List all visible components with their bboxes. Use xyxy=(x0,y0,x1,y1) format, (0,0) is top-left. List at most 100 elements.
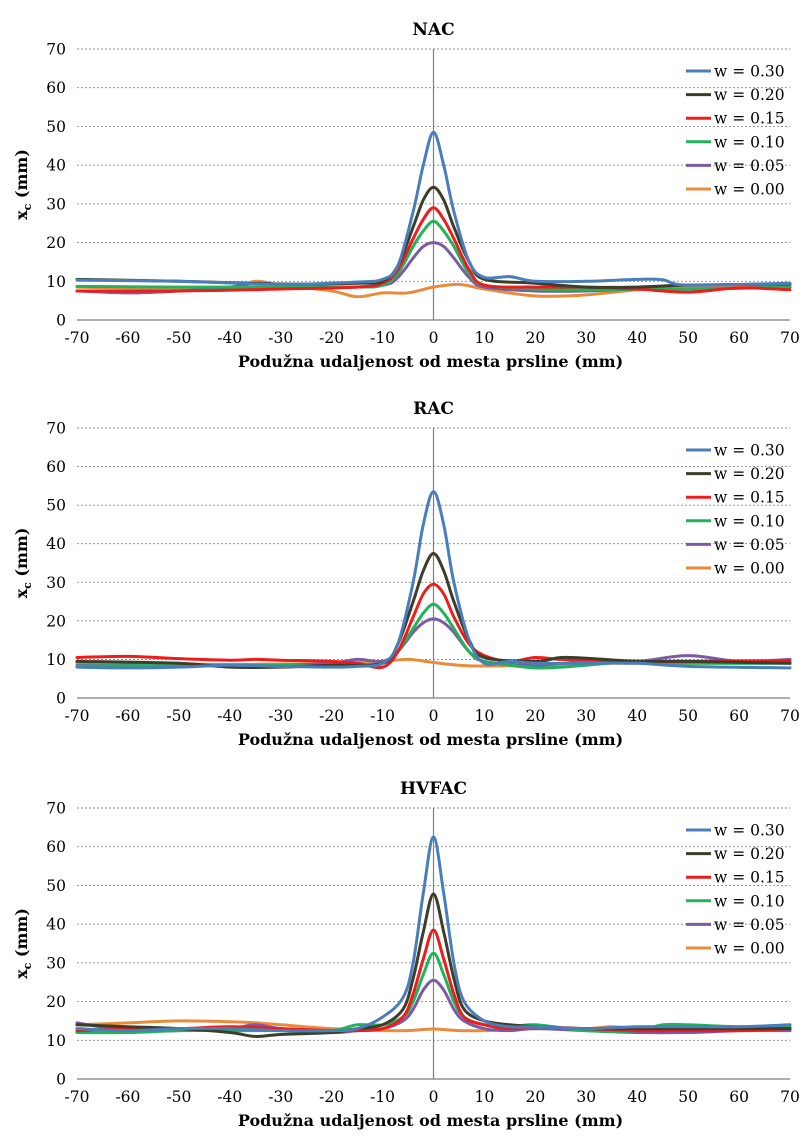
legend-label: w = 0.05 xyxy=(714,157,785,175)
chart-title: HVFAC xyxy=(400,779,467,799)
x-tick-label: 70 xyxy=(780,1088,800,1106)
legend-label: w = 0.10 xyxy=(714,512,785,530)
y-tick-label: 60 xyxy=(46,838,66,856)
x-tick-label: 30 xyxy=(576,707,596,725)
y-tick-label: 10 xyxy=(46,1032,66,1050)
legend-label: w = 0.20 xyxy=(714,86,785,104)
x-tick-label: 60 xyxy=(729,707,749,725)
y-tick-label: 10 xyxy=(46,273,66,291)
series-line-015 xyxy=(75,582,792,670)
x-tick-label: -70 xyxy=(65,1088,90,1106)
y-tick-label: 60 xyxy=(46,79,66,97)
x-tick-label: -60 xyxy=(115,707,140,725)
legend-label: w = 0.20 xyxy=(714,845,785,863)
x-tick-label: 70 xyxy=(780,329,800,347)
x-tick-label: -20 xyxy=(319,1088,344,1106)
y-tick-label: 30 xyxy=(46,195,66,213)
y-tick-label: 20 xyxy=(46,612,66,630)
x-axis-label: Podužna udaljenost od mesta prsline (mm) xyxy=(238,352,623,371)
series-line-030 xyxy=(75,130,792,287)
x-tick-label: -60 xyxy=(115,1088,140,1106)
x-tick-label: -60 xyxy=(115,329,140,347)
y-tick-label: 10 xyxy=(46,651,66,669)
chart-panel-nac: NAC 0 10 20 30 40 50 60 70 -70 -60 -50 -40 -30 -20 -10 0… xyxy=(12,20,800,371)
chart-title: RAC xyxy=(413,399,454,419)
legend-label: w = 0.00 xyxy=(714,181,785,199)
y-tick-label: 60 xyxy=(46,458,66,476)
x-tick-label: -20 xyxy=(319,329,344,347)
y-axis-label-subscript: c xyxy=(21,582,34,589)
y-axis-label: xc (mm) xyxy=(12,908,34,979)
x-tick-label: 20 xyxy=(525,707,545,725)
x-tick-label: -30 xyxy=(268,1088,293,1106)
y-axis-label-main: x xyxy=(12,210,31,220)
legend-label: w = 0.00 xyxy=(714,560,785,578)
y-tick-label: 0 xyxy=(56,312,66,330)
y-tick-label: 30 xyxy=(46,574,66,592)
x-tick-label: 70 xyxy=(780,707,800,725)
chart-title: NAC xyxy=(412,20,454,40)
legend-label: w = 0.20 xyxy=(714,465,785,483)
x-tick-label: 10 xyxy=(475,1088,495,1106)
y-axis-label-main: x xyxy=(12,969,31,979)
y-tick-label: 50 xyxy=(46,497,66,515)
legend-label: w = 0.30 xyxy=(714,442,785,460)
x-axis-label: Podužna udaljenost od mesta prsline (mm) xyxy=(238,730,623,749)
x-tick-label: -50 xyxy=(166,1088,191,1106)
y-axis-label-main: x xyxy=(12,588,31,598)
x-tick-label: -50 xyxy=(166,707,191,725)
y-axis-label-unit: (mm) xyxy=(12,528,31,583)
y-axis-label-unit: (mm) xyxy=(12,149,31,204)
y-tick-label: 20 xyxy=(46,993,66,1011)
x-tick-label: 20 xyxy=(525,1088,545,1106)
series-line-015 xyxy=(75,206,792,294)
y-tick-label: 0 xyxy=(56,1071,66,1089)
y-tick-label: 30 xyxy=(46,954,66,972)
x-tick-label: -70 xyxy=(65,329,90,347)
y-tick-label: 70 xyxy=(46,41,66,59)
y-tick-label: 70 xyxy=(46,420,66,438)
y-tick-label: 50 xyxy=(46,877,66,895)
x-tick-label: -30 xyxy=(268,707,293,725)
chart-panel-hvfac: HVFAC 0 10 20 30 40 50 60 70 -70 -60 -50 -40 -30 -20 -1… xyxy=(12,779,800,1130)
y-tick-label: 70 xyxy=(46,800,66,818)
x-tick-label: 30 xyxy=(576,329,596,347)
x-tick-label: 20 xyxy=(525,329,545,347)
x-tick-label: 10 xyxy=(475,707,495,725)
x-tick-label: 50 xyxy=(678,707,698,725)
x-tick-label: 0 xyxy=(429,1088,439,1106)
legend-label: w = 0.10 xyxy=(714,892,785,910)
y-axis-label-subscript: c xyxy=(21,962,34,969)
y-tick-label: 40 xyxy=(46,157,66,175)
x-tick-label: -40 xyxy=(217,329,242,347)
legend-label: w = 0.00 xyxy=(714,940,785,958)
y-tick-label: 40 xyxy=(46,916,66,934)
y-axis-label: xc (mm) xyxy=(12,528,34,599)
y-tick-label: 50 xyxy=(46,118,66,136)
x-tick-label: -10 xyxy=(370,1088,395,1106)
y-axis-label-subscript: c xyxy=(21,203,34,210)
x-tick-label: 40 xyxy=(627,1088,647,1106)
x-tick-label: 40 xyxy=(627,707,647,725)
x-tick-label: 10 xyxy=(475,329,495,347)
legend-label: w = 0.15 xyxy=(714,869,785,887)
x-tick-label: -10 xyxy=(370,707,395,725)
x-tick-label: -40 xyxy=(217,1088,242,1106)
y-axis-label-unit: (mm) xyxy=(12,908,31,963)
x-axis-label: Podužna udaljenost od mesta prsline (mm) xyxy=(238,1111,623,1130)
x-tick-label: -20 xyxy=(319,707,344,725)
legend-label: w = 0.10 xyxy=(714,133,785,151)
y-tick-label: 0 xyxy=(56,690,66,708)
x-tick-label: -40 xyxy=(217,707,242,725)
x-tick-label: 50 xyxy=(678,329,698,347)
x-tick-label: 50 xyxy=(678,1088,698,1106)
x-tick-label: 0 xyxy=(429,329,439,347)
y-tick-label: 40 xyxy=(46,535,66,553)
chart-panel-rac: RAC 0 10 20 30 40 50 60 70 -70 -60 -50 -40 -30 -20 -10 0… xyxy=(12,399,800,749)
x-tick-label: 60 xyxy=(729,1088,749,1106)
x-tick-label: -70 xyxy=(65,707,90,725)
x-tick-label: -10 xyxy=(370,329,395,347)
legend-label: w = 0.30 xyxy=(714,63,785,81)
legend-label: w = 0.15 xyxy=(714,489,785,507)
